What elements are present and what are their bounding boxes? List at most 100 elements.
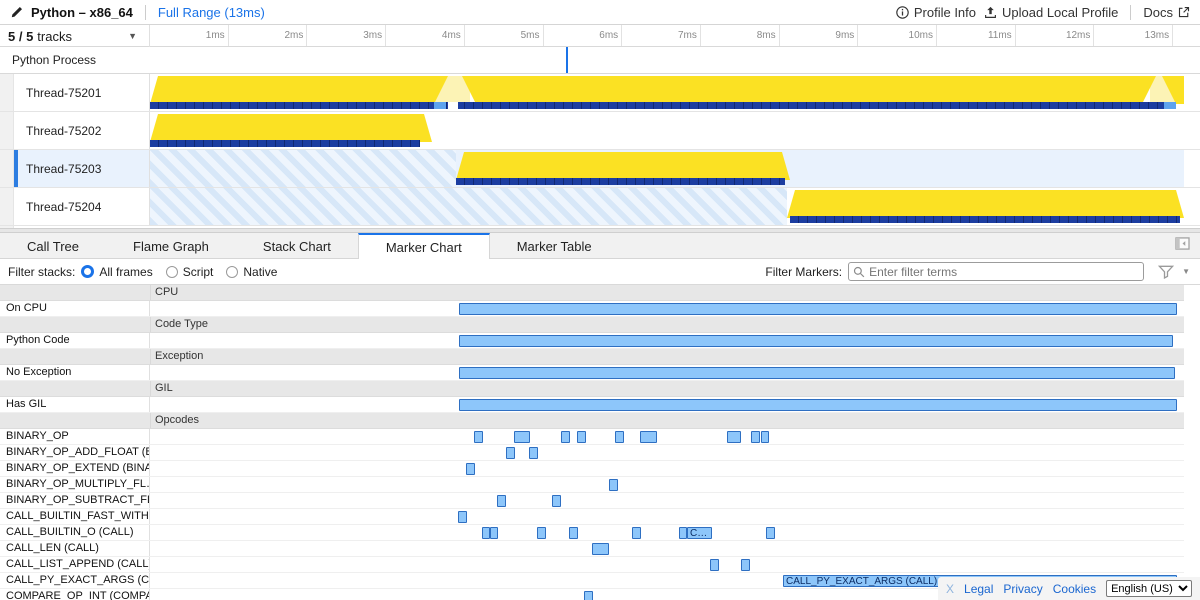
docs-link[interactable]: Docs bbox=[1143, 5, 1190, 20]
language-select[interactable]: English (US) bbox=[1106, 580, 1192, 597]
marker-row: C… CALL_BUILTIN_O (CALL) bbox=[0, 525, 1184, 541]
thread-track-label[interactable]: Thread-75203 bbox=[14, 150, 150, 187]
thread-activity-graph[interactable] bbox=[150, 74, 1184, 111]
marker[interactable] bbox=[482, 527, 490, 539]
marker[interactable] bbox=[459, 399, 1177, 411]
thread-rows: Thread-75201 Thread-75202 Thread-75203 Thre… bbox=[0, 74, 1200, 228]
marker[interactable] bbox=[458, 511, 467, 523]
legal-link[interactable]: Legal bbox=[964, 581, 994, 596]
thread-activity-graph[interactable] bbox=[150, 188, 1184, 225]
samples-strip bbox=[150, 102, 1176, 109]
marker-row-label: CALL_PY_EXACT_ARGS (C… bbox=[0, 573, 150, 588]
marker[interactable] bbox=[459, 303, 1177, 315]
tracks-dropdown-button[interactable]: 5 / 5 tracks ▼ bbox=[0, 25, 150, 47]
marker[interactable] bbox=[761, 431, 769, 443]
thread-track-label[interactable]: Thread-75201 bbox=[14, 74, 150, 111]
radio-label[interactable]: All frames bbox=[99, 264, 153, 279]
privacy-link[interactable]: Privacy bbox=[1003, 581, 1043, 596]
marker[interactable] bbox=[615, 431, 624, 443]
tab-stack-chart[interactable]: Stack Chart bbox=[262, 239, 331, 254]
marker[interactable] bbox=[741, 559, 750, 571]
tab-call-tree[interactable]: Call Tree bbox=[27, 239, 80, 254]
marker-row: BINARY_OP_ADD_FLOAT (B… bbox=[0, 445, 1184, 461]
marker[interactable] bbox=[751, 431, 760, 443]
marker[interactable] bbox=[679, 527, 687, 539]
bottom-panel-tabs: Call Tree Flame Graph Stack Chart Marker Ch… bbox=[0, 233, 1200, 259]
marker[interactable] bbox=[561, 431, 570, 443]
marker-row-label: CALL_BUILTIN_FAST_WITH… bbox=[0, 509, 150, 524]
filter-caret-icon[interactable]: ▼ bbox=[1182, 267, 1190, 276]
marker[interactable] bbox=[569, 527, 578, 539]
filter-funnel-icon[interactable] bbox=[1158, 265, 1175, 279]
marker[interactable] bbox=[592, 543, 609, 555]
ruler-tick: 13ms bbox=[1103, 25, 1174, 46]
cookies-link[interactable]: Cookies bbox=[1052, 581, 1097, 596]
edit-pencil-icon[interactable] bbox=[10, 6, 23, 19]
marker[interactable] bbox=[474, 431, 483, 443]
marker[interactable] bbox=[537, 527, 546, 539]
marker-filter-input[interactable] bbox=[869, 264, 1140, 279]
marker-row-label: CALL_LIST_APPEND (CALL) bbox=[0, 557, 150, 572]
marker-row-label: BINARY_OP bbox=[0, 429, 150, 444]
marker[interactable] bbox=[766, 527, 775, 539]
marker[interactable] bbox=[577, 431, 586, 443]
radio-label[interactable]: Native bbox=[243, 264, 278, 279]
profile-title: Python – x86_64 bbox=[31, 4, 133, 20]
thread-track-label[interactable]: Thread-75204 bbox=[14, 188, 150, 225]
sidebar-toggle-button[interactable] bbox=[1175, 236, 1190, 255]
marker-row: No Exception bbox=[0, 365, 1184, 381]
marker-row-label: On CPU bbox=[0, 301, 150, 316]
samples-strip-light-segment bbox=[1164, 102, 1176, 109]
marker-row: On CPU bbox=[0, 301, 1184, 317]
marker[interactable] bbox=[514, 431, 530, 443]
panel-splitter[interactable] bbox=[0, 228, 1200, 233]
marker-row: Python Code bbox=[0, 333, 1184, 349]
radio-script[interactable] bbox=[165, 265, 178, 278]
marker[interactable] bbox=[640, 431, 657, 443]
cpu-activity-area bbox=[150, 76, 448, 104]
radio-label[interactable]: Script bbox=[182, 264, 214, 279]
cpu-activity-area bbox=[787, 190, 1184, 218]
marker[interactable] bbox=[506, 447, 515, 459]
radio-all-frames[interactable] bbox=[81, 265, 95, 278]
marker-row-label: BINARY_OP_SUBTRACT_FL… bbox=[0, 493, 150, 508]
separator bbox=[144, 4, 146, 20]
marker[interactable] bbox=[727, 431, 741, 443]
marker-row: CALL_LEN (CALL) bbox=[0, 541, 1184, 557]
marker[interactable] bbox=[497, 495, 506, 507]
footer-dismiss-button[interactable]: X bbox=[946, 581, 955, 596]
tab-marker-table[interactable]: Marker Table bbox=[516, 239, 592, 254]
thread-track-row[interactable]: Thread-75203 bbox=[0, 150, 1200, 188]
radio-native[interactable] bbox=[226, 265, 239, 278]
marker[interactable] bbox=[466, 463, 475, 475]
thread-activity-graph[interactable] bbox=[150, 150, 1184, 187]
thread-track-label[interactable]: Thread-75202 bbox=[14, 112, 150, 149]
marker-row: BINARY_OP_MULTIPLY_FL… bbox=[0, 477, 1184, 493]
full-range-button[interactable]: Full Range (13ms) bbox=[157, 4, 265, 20]
marker-row: Has GIL bbox=[0, 397, 1184, 413]
marker[interactable] bbox=[632, 527, 641, 539]
marker-row-label: BINARY_OP_MULTIPLY_FL… bbox=[0, 477, 150, 492]
thread-track-row[interactable]: Thread-75202 bbox=[0, 112, 1200, 150]
thread-track-row[interactable]: Thread-75201 bbox=[0, 74, 1200, 112]
upload-profile-button[interactable]: Upload Local Profile bbox=[984, 5, 1118, 20]
process-track-header[interactable]: Python Process bbox=[0, 47, 1200, 74]
ruler-tick: 11ms bbox=[946, 25, 1016, 46]
thread-track-row[interactable]: Thread-75204 bbox=[0, 188, 1200, 226]
marker[interactable] bbox=[490, 527, 498, 539]
samples-strip bbox=[150, 140, 420, 147]
marker[interactable] bbox=[529, 447, 538, 459]
tab-flame-graph[interactable]: Flame Graph bbox=[133, 239, 209, 254]
thread-activity-graph[interactable] bbox=[150, 112, 1184, 149]
marker[interactable] bbox=[584, 591, 593, 600]
marker[interactable] bbox=[552, 495, 561, 507]
marker[interactable] bbox=[459, 335, 1173, 347]
tab-marker-chart[interactable]: Marker Chart bbox=[357, 233, 490, 259]
marker[interactable] bbox=[459, 367, 1175, 379]
marker[interactable]: C… bbox=[687, 527, 712, 539]
chevron-down-icon: ▼ bbox=[128, 31, 137, 41]
marker[interactable] bbox=[710, 559, 719, 571]
marker[interactable] bbox=[609, 479, 618, 491]
profile-info-button[interactable]: Profile Info bbox=[896, 5, 976, 20]
marker-row: COMPARE_OP_INT (COMPA… bbox=[0, 589, 1184, 600]
